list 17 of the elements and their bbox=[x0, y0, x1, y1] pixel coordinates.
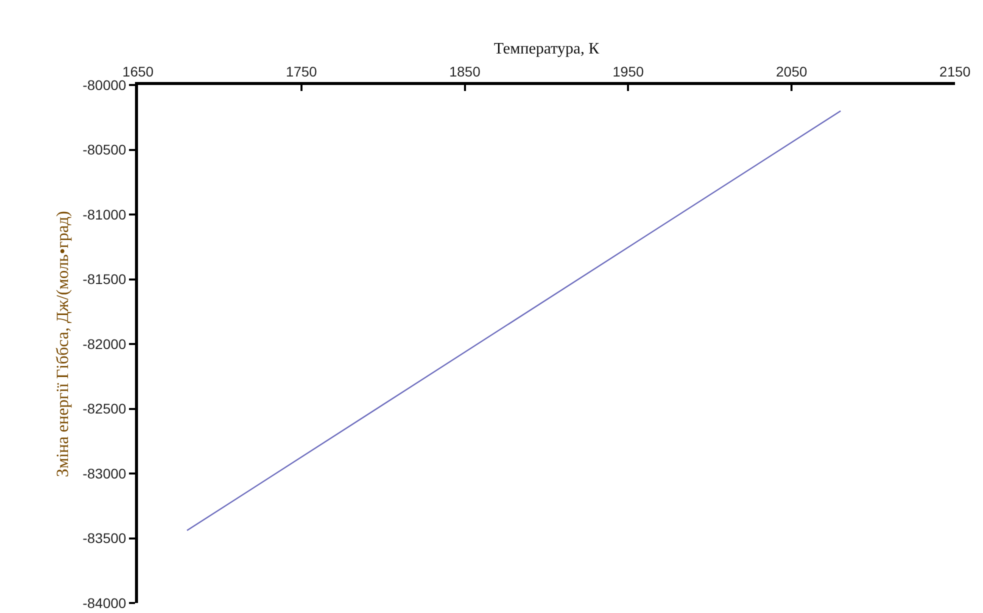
x-tick-label: 2050 bbox=[776, 63, 808, 80]
x-tick-label: 2150 bbox=[939, 63, 971, 80]
y-axis-title: Зміна енергії Гіббса, Дж/(моль•град) bbox=[53, 210, 72, 478]
y-tick-label: -84000 bbox=[82, 594, 126, 611]
y-tick-label: -82000 bbox=[82, 336, 126, 352]
x-tick-label: 1950 bbox=[612, 63, 644, 80]
y-tick-label: -82500 bbox=[82, 400, 126, 417]
x-tick-label: 1850 bbox=[449, 63, 481, 80]
y-tick-label: -83500 bbox=[82, 530, 126, 546]
x-tick-label: 1650 bbox=[122, 63, 154, 80]
y-tick-label: -83000 bbox=[82, 465, 126, 482]
x-tick-label: 1750 bbox=[286, 63, 318, 80]
y-tick-label: -81500 bbox=[82, 271, 126, 288]
y-tick-label: -80500 bbox=[82, 142, 126, 158]
y-tick-label: -80000 bbox=[82, 76, 126, 93]
x-axis-title: Температура, К bbox=[494, 40, 600, 58]
y-tick-label: -81000 bbox=[82, 206, 126, 222]
